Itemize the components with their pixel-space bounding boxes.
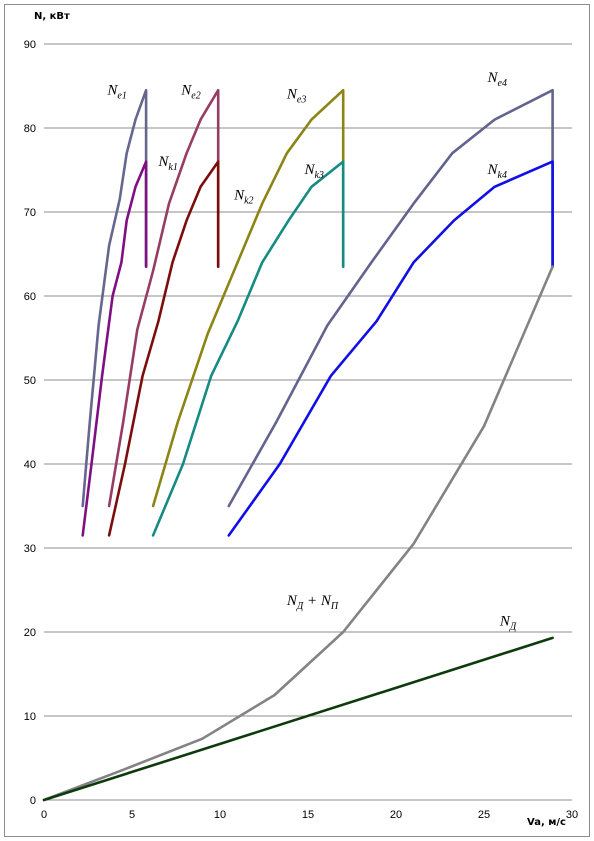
x-tick-label: 20	[390, 809, 402, 821]
chart-frame	[4, 4, 590, 837]
series-line-nk4	[227, 160, 554, 537]
series-label-ne3: Ne3	[286, 87, 306, 106]
series-line-ne4	[227, 88, 554, 508]
axes: N, кВт Va, м/с	[34, 11, 572, 828]
series-lines	[42, 88, 554, 802]
y-tick-label: 70	[24, 207, 36, 219]
series-line-nk1	[81, 160, 148, 537]
series-label-nk3: Nk3	[303, 162, 323, 181]
x-tick-label: 30	[566, 809, 578, 821]
x-tick-label: 5	[129, 809, 135, 821]
series-line-nk2	[107, 160, 220, 537]
y-tick-label: 60	[24, 291, 36, 303]
y-tick-label: 90	[24, 39, 36, 51]
series-line-ne2	[107, 88, 220, 508]
y-tick-label: 30	[24, 543, 36, 555]
tick-labels: 0 10 20 30 40 50 60 70 80 90 0 5 10 15 20 25 30	[24, 39, 578, 821]
gridlines	[44, 43, 572, 717]
y-tick-label: 40	[24, 459, 36, 471]
series-label-ne4: Ne4	[487, 70, 507, 89]
series-label-nk2: Nk2	[233, 187, 253, 206]
series-label-ne2: Ne2	[180, 82, 200, 101]
x-tick-label: 25	[478, 809, 490, 821]
series-label-nd_np: NД + NП	[286, 593, 339, 612]
series-label-nk1: Nk1	[157, 154, 177, 173]
series-label-ne1: Ne1	[106, 82, 126, 101]
series-line-ne3	[151, 88, 345, 508]
x-tick-label: 15	[302, 809, 314, 821]
series-label-nd: NД	[499, 613, 517, 632]
x-tick-label: 10	[214, 809, 226, 821]
y-tick-label: 50	[24, 375, 36, 387]
x-tick-label: 0	[41, 809, 47, 821]
y-tick-label: 10	[24, 711, 36, 723]
series-line-nd	[42, 636, 554, 802]
series-line-ne1	[81, 88, 148, 508]
y-tick-label: 80	[24, 123, 36, 135]
series-line-nd_np	[42, 265, 554, 802]
series-line-nk3	[151, 160, 345, 537]
series-label-nk4: Nk4	[487, 162, 507, 181]
y-tick-label: 0	[30, 795, 36, 807]
y-tick-label: 20	[24, 627, 36, 639]
series-labels: Ne1 Nk1 Ne2 Nk2 Ne3 Nk3 Ne4 Nk4 NД + NП NД	[106, 70, 516, 632]
y-axis-title: N, кВт	[34, 11, 70, 22]
x-axis-title: Va, м/с	[527, 817, 566, 828]
